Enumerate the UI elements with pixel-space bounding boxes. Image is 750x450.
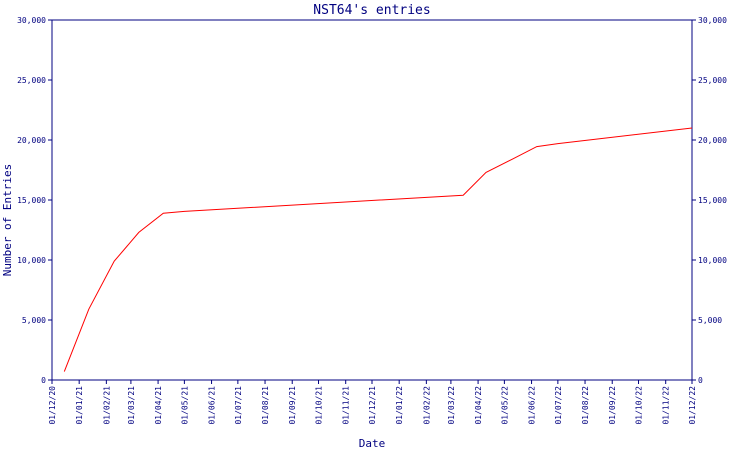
x-tick-label: 01/06/22 xyxy=(528,386,537,425)
x-tick-label: 01/02/21 xyxy=(102,386,111,425)
x-tick-label: 01/08/22 xyxy=(581,386,590,425)
x-axis: 01/12/20 01/01/21 01/02/21 01/03/21 01/04/21… xyxy=(48,380,697,425)
x-tick-label: 01/11/21 xyxy=(342,386,351,425)
y-axis-right: 0 5,000 10,000 15,000 20,000 25,000 30,000 xyxy=(692,16,727,385)
y-tick-label-right: 25,000 xyxy=(698,76,727,85)
series-line xyxy=(63,127,693,372)
x-tick-label: 01/11/22 xyxy=(662,386,671,425)
x-tick-label: 01/10/22 xyxy=(635,386,644,425)
x-axis-title: Date xyxy=(359,437,386,450)
y-tick-label-left: 15,000 xyxy=(17,196,46,205)
chart-title: NST64's entries xyxy=(313,3,430,18)
x-tick-label: 01/01/22 xyxy=(395,386,404,425)
x-tick-label: 01/09/22 xyxy=(608,386,617,425)
y-tick-label-right: 5,000 xyxy=(698,316,722,325)
series-layer xyxy=(63,127,693,372)
x-tick-label: 01/01/21 xyxy=(75,386,84,425)
y-axis-left: 0 5,000 10,000 15,000 20,000 25,000 30,000 xyxy=(17,16,52,385)
y-tick-label-left: 0 xyxy=(41,376,46,385)
x-tick-label: 01/03/21 xyxy=(127,386,136,425)
x-tick-label: 01/04/22 xyxy=(474,386,483,425)
y-tick-label-left: 10,000 xyxy=(17,256,46,265)
y-tick-label-left: 25,000 xyxy=(17,76,46,85)
x-tick-label: 01/05/22 xyxy=(500,386,509,425)
x-tick-label: 01/03/22 xyxy=(447,386,456,425)
x-tick-label: 01/08/21 xyxy=(261,386,270,425)
x-tick-label: 01/12/21 xyxy=(368,386,377,425)
y-tick-label-right: 20,000 xyxy=(698,136,727,145)
x-tick-label: 01/10/21 xyxy=(315,386,324,425)
y-tick-label-right: 10,000 xyxy=(698,256,727,265)
x-tick-label: 01/05/21 xyxy=(180,386,189,425)
x-tick-label: 01/09/21 xyxy=(288,386,297,425)
y-tick-label-left: 20,000 xyxy=(17,136,46,145)
x-tick-label: 01/12/22 xyxy=(688,386,697,425)
x-tick-label: 01/04/21 xyxy=(154,386,163,425)
y-axis-title: Number of Entries xyxy=(1,164,14,277)
y-tick-label-left: 30,000 xyxy=(17,16,46,25)
y-tick-label-right: 30,000 xyxy=(698,16,727,25)
y-tick-label-right: 15,000 xyxy=(698,196,727,205)
y-tick-label-left: 5,000 xyxy=(22,316,46,325)
x-tick-label: 01/07/21 xyxy=(234,386,243,425)
x-tick-label: 01/02/22 xyxy=(422,386,431,425)
x-tick-label: 01/12/20 xyxy=(48,386,57,425)
x-tick-label: 01/07/22 xyxy=(554,386,563,425)
x-tick-label: 01/06/21 xyxy=(208,386,217,425)
y-tick-label-right: 0 xyxy=(698,376,703,385)
